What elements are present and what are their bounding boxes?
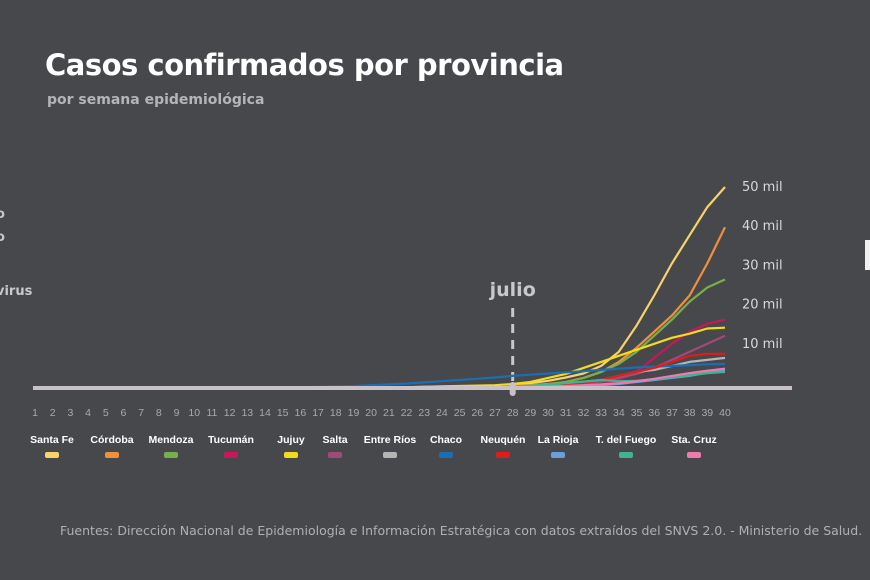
x-tick-label: 15 — [277, 407, 289, 419]
y-tick-label: 10 mil — [742, 337, 783, 352]
x-tick-label: 29 — [525, 407, 537, 419]
x-tick-label: 4 — [85, 407, 91, 419]
legend-swatch — [551, 452, 565, 458]
x-tick-label: 33 — [595, 407, 607, 419]
legend-label: T. del Fuego — [596, 434, 657, 446]
legend-swatch — [687, 452, 701, 458]
x-tick-label: 24 — [436, 407, 448, 419]
x-tick-label: 6 — [121, 407, 127, 419]
edge-fragment — [865, 240, 870, 270]
x-tick-label: 21 — [383, 407, 395, 419]
legend-label: Mendoza — [149, 434, 194, 446]
legend-label: Córdoba — [90, 434, 133, 446]
x-tick-label: 14 — [259, 407, 271, 419]
x-tick-label: 40 — [719, 407, 731, 419]
legend-label: Santa Fe — [30, 434, 74, 446]
legend-swatch — [164, 452, 178, 458]
legend-swatch — [496, 452, 510, 458]
legend-swatch — [439, 452, 453, 458]
x-tick-label: 2 — [50, 407, 56, 419]
x-tick-label: 11 — [206, 407, 217, 419]
chart-title: Casos confirmados por provincia — [45, 48, 564, 82]
x-tick-label: 25 — [454, 407, 466, 419]
cut-off-text: o — [0, 207, 5, 222]
x-tick-label: 22 — [401, 407, 413, 419]
chart-subtitle: por semana epidemiológica — [47, 92, 265, 108]
y-tick-label: 30 mil — [742, 258, 783, 273]
legend-label: Entre Ríos — [364, 434, 417, 446]
x-tick-label: 3 — [67, 407, 73, 419]
x-tick-label: 28 — [507, 407, 519, 419]
x-tick-label: 10 — [188, 407, 200, 419]
source-note: Fuentes: Dirección Nacional de Epidemiol… — [60, 523, 863, 538]
x-tick-label: 38 — [684, 407, 696, 419]
cut-off-text: virus — [0, 284, 33, 299]
legend-swatch — [619, 452, 633, 458]
legend-swatch — [284, 452, 298, 458]
x-tick-label: 35 — [631, 407, 643, 419]
legend-swatch — [45, 452, 59, 458]
x-tick-label: 26 — [471, 407, 483, 419]
y-tick-label: 50 mil — [742, 180, 783, 195]
y-tick-label: 20 mil — [742, 298, 783, 313]
legend-label: Chaco — [430, 434, 462, 446]
x-tick-label: 32 — [578, 407, 590, 419]
series-line-santa-fe — [35, 186, 726, 390]
x-tick-label: 20 — [365, 407, 377, 419]
y-tick-label: 40 mil — [742, 219, 783, 234]
legend-label: Jujuy — [277, 434, 305, 446]
x-tick-label: 36 — [648, 407, 660, 419]
legend-label: Sta. Cruz — [671, 434, 717, 446]
x-tick-label: 39 — [701, 407, 713, 419]
legend-swatch — [224, 452, 238, 458]
x-tick-label: 31 — [560, 407, 572, 419]
x-tick-label: 13 — [241, 407, 253, 419]
x-tick-label: 9 — [174, 407, 180, 419]
x-tick-label: 23 — [418, 407, 430, 419]
series-line-c-rdoba — [35, 226, 726, 390]
series-line-mendoza — [35, 278, 726, 390]
x-tick-label: 18 — [330, 407, 342, 419]
legend-swatch — [383, 452, 397, 458]
x-tick-label: 30 — [542, 407, 554, 419]
x-tick-label: 17 — [312, 407, 324, 419]
x-tick-label: 12 — [224, 407, 236, 419]
legend-label: Tucumán — [208, 434, 254, 446]
julio-label: julio — [489, 279, 536, 301]
legend-label: Neuquén — [481, 434, 526, 446]
legend-label: Salta — [322, 434, 347, 446]
x-tick-label: 34 — [613, 407, 625, 419]
cut-off-text: o — [0, 230, 5, 245]
x-tick-label: 8 — [156, 407, 162, 419]
x-tick-label: 27 — [489, 407, 501, 419]
legend-label: La Rioja — [538, 434, 579, 446]
x-tick-label: 5 — [103, 407, 109, 419]
x-tick-label: 1 — [32, 407, 38, 419]
x-tick-label: 7 — [138, 407, 144, 419]
legend-swatch — [105, 452, 119, 458]
legend-swatch — [328, 452, 342, 458]
julio-axis-tick — [509, 382, 516, 396]
x-tick-label: 16 — [295, 407, 307, 419]
x-tick-label: 37 — [666, 407, 678, 419]
x-tick-label: 19 — [348, 407, 360, 419]
